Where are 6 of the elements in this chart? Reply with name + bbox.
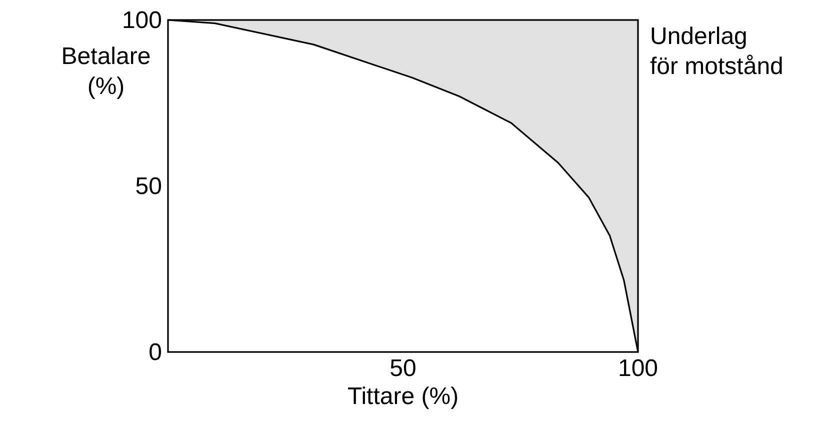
x-axis-title: Tittare (%) xyxy=(347,383,459,410)
y-tick-label: 50 xyxy=(135,173,162,200)
y-axis-title: Betalare (%) xyxy=(61,43,151,100)
y-tick-label: 0 xyxy=(148,339,162,366)
text: Underlag för motstånd xyxy=(650,23,784,80)
y-tick-label: 100 xyxy=(122,7,162,34)
